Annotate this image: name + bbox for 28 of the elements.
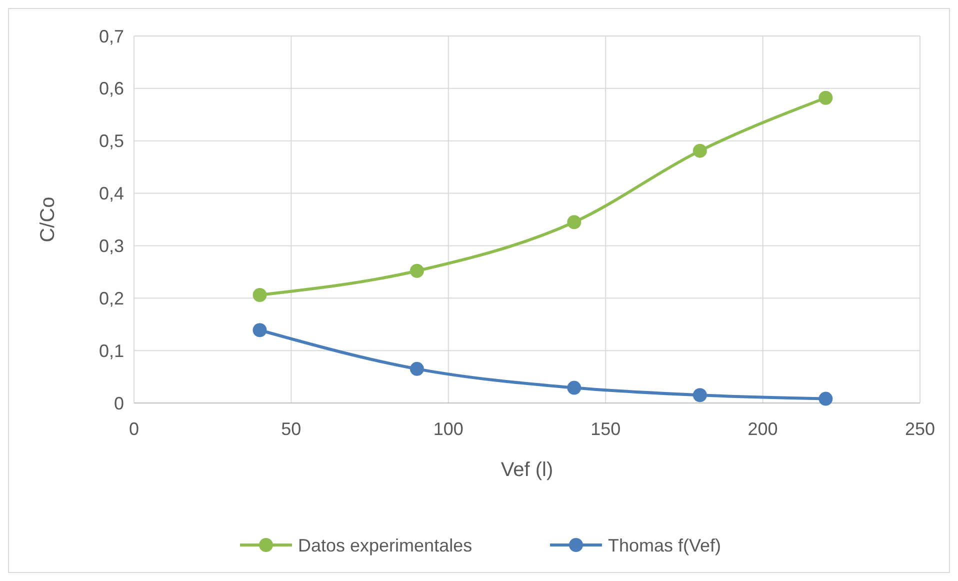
legend-label: Datos experimentales bbox=[298, 535, 472, 556]
y-tick-label: 0,7 bbox=[98, 26, 124, 46]
x-tick-label: 0 bbox=[128, 419, 140, 439]
point bbox=[818, 392, 833, 406]
point bbox=[692, 388, 707, 402]
y-tick-label: 0,5 bbox=[98, 131, 124, 152]
point bbox=[410, 362, 424, 376]
y-tick-label: 0,1 bbox=[98, 340, 124, 361]
x-axis-title: Vef (l) bbox=[500, 459, 554, 481]
point bbox=[692, 144, 707, 158]
point bbox=[818, 90, 833, 105]
y-tick-label: 0 bbox=[114, 393, 124, 414]
y-tick-label: 0,6 bbox=[98, 78, 124, 99]
point bbox=[567, 215, 582, 230]
point bbox=[567, 380, 582, 395]
y-tick-label: 0,4 bbox=[98, 184, 124, 204]
point bbox=[252, 323, 267, 338]
y-axis-title: C/Co bbox=[37, 196, 59, 242]
x-tick-label: 50 bbox=[281, 419, 302, 439]
point bbox=[252, 288, 267, 302]
point bbox=[410, 264, 424, 278]
y-tick-label: 0,2 bbox=[98, 288, 124, 308]
legend-label: Thomas f(Vef) bbox=[608, 535, 722, 556]
x-tick-label: 150 bbox=[590, 419, 621, 439]
y-tick-label: 0,3 bbox=[98, 236, 124, 256]
x-tick-label: 100 bbox=[433, 419, 464, 439]
x-tick-label: 200 bbox=[748, 419, 778, 439]
x-tick-label: 250 bbox=[904, 419, 936, 439]
